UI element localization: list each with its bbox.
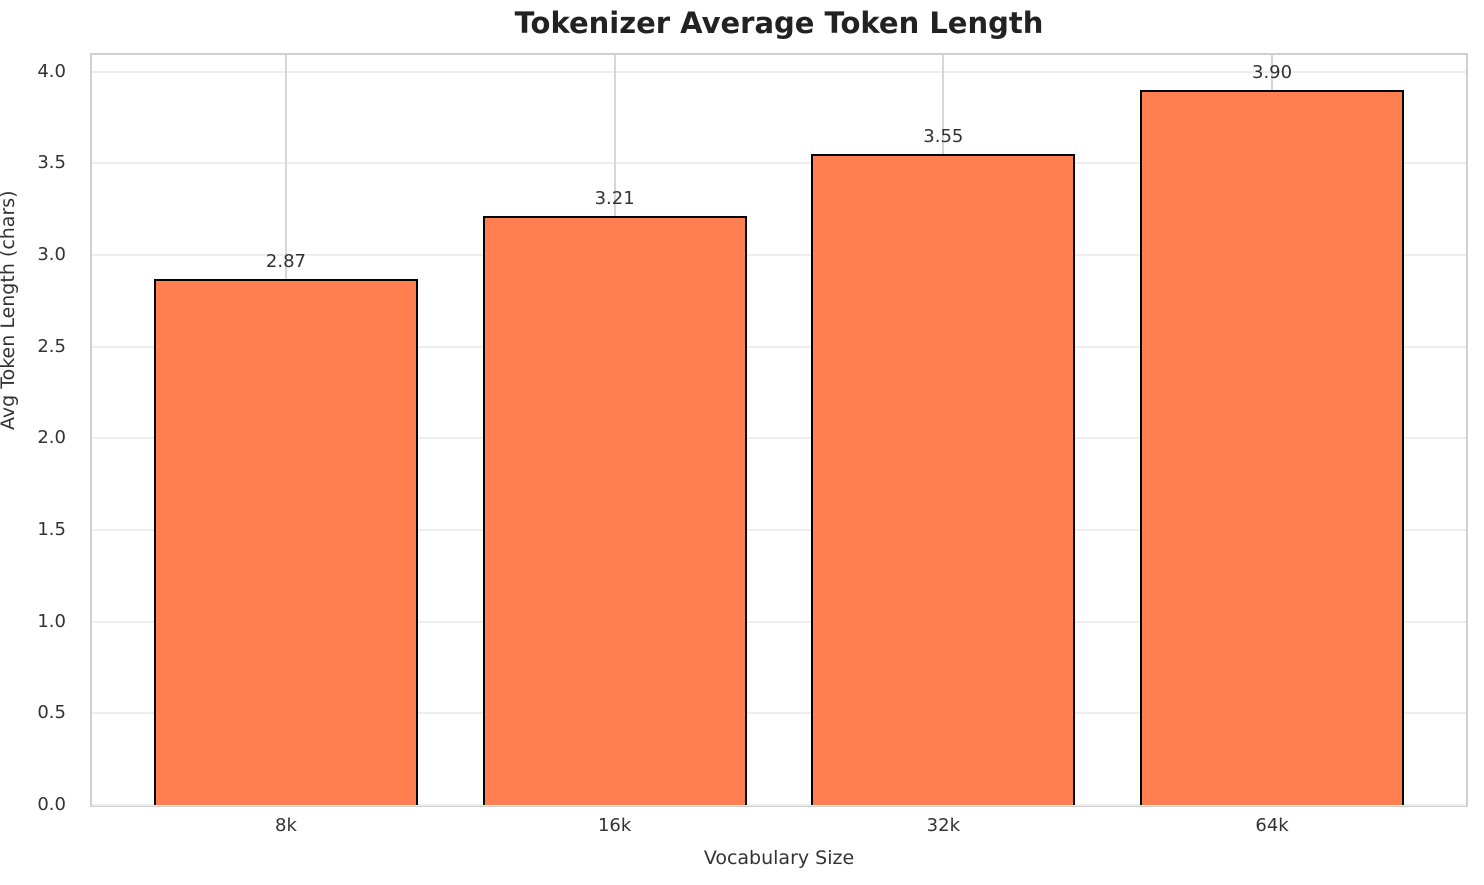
- gridline-horizontal: [92, 528, 1466, 531]
- bar-8k: [153, 278, 418, 805]
- y-axis-ticks: 0.0 0.5 1.0 1.5 2.0 2.5 3.0 3.5 4.0: [0, 55, 78, 814]
- x-axis-label: Vocabulary Size: [703, 847, 855, 869]
- gridline-horizontal: [92, 253, 1466, 256]
- gridline-horizontal: [92, 712, 1466, 715]
- gridline-horizontal: [92, 162, 1466, 165]
- bar-64k: [1140, 89, 1405, 805]
- gridline-horizontal: [92, 70, 1466, 73]
- x-axis-ticks: 8k 16k 32k 64k: [92, 817, 1466, 843]
- x-tick-label: 16k: [597, 815, 632, 836]
- x-tick-label: 8k: [274, 815, 297, 836]
- plot-inner: 2.87 3.21 3.55 3.90: [92, 55, 1466, 806]
- bar-value-label: 3.90: [1252, 61, 1293, 83]
- gridline-horizontal: [92, 345, 1466, 348]
- y-tick-label: 3.5: [37, 152, 66, 174]
- y-tick-label: 2.0: [37, 427, 66, 449]
- bar-32k: [811, 154, 1076, 805]
- gridline-horizontal: [92, 620, 1466, 623]
- bar-value-label: 3.21: [594, 188, 635, 210]
- y-tick-label: 3.0: [37, 243, 66, 265]
- gridline-horizontal: [92, 437, 1466, 440]
- y-axis-label: Avg Token Length (chars): [0, 190, 19, 430]
- x-tick-label: 64k: [1255, 815, 1289, 836]
- gridline-horizontal: [92, 804, 1466, 806]
- y-tick-label: 4.0: [37, 60, 66, 82]
- bar-16k: [482, 216, 747, 805]
- x-tick-label: 32k: [926, 815, 961, 836]
- y-tick-label: 0.0: [37, 794, 66, 815]
- bar-value-label: 2.87: [265, 250, 306, 272]
- bar-value-label: 3.55: [923, 126, 964, 148]
- chart-title: Tokenizer Average Token Length: [514, 6, 1044, 40]
- plot-area: 2.87 3.21 3.55 3.90: [90, 53, 1468, 807]
- y-tick-label: 1.0: [37, 610, 66, 632]
- y-tick-label: 2.5: [37, 335, 66, 357]
- y-tick-label: 1.5: [37, 518, 66, 540]
- y-tick-label: 0.5: [37, 702, 66, 724]
